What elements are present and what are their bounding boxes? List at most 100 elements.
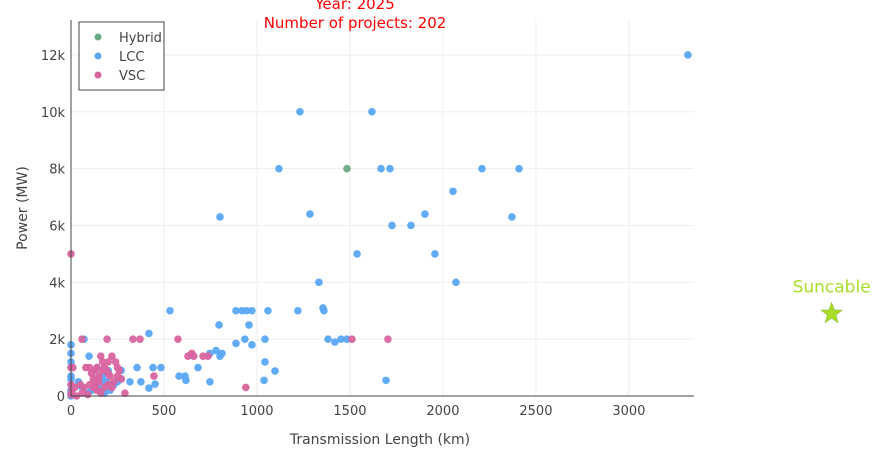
x-tick-label: 2500: [519, 404, 552, 419]
point-lcc[interactable]: [431, 250, 439, 258]
suncable-star-icon[interactable]: [820, 301, 843, 324]
point-vsc[interactable]: [95, 372, 103, 380]
legend-lcc-label[interactable]: LCC: [119, 50, 144, 65]
point-lcc[interactable]: [331, 338, 339, 346]
x-tick-label: 0: [67, 404, 75, 419]
y-tick-label: 4k: [49, 276, 65, 291]
point-vsc[interactable]: [108, 383, 116, 392]
x-axis-title: Transmission Length (km): [289, 432, 470, 448]
point-lcc[interactable]: [194, 363, 202, 372]
point-lcc[interactable]: [261, 358, 269, 366]
point-vsc[interactable]: [113, 372, 122, 380]
point-lcc[interactable]: [212, 346, 220, 355]
point-lcc[interactable]: [478, 164, 486, 173]
legend-lcc-marker: [94, 52, 102, 60]
x-tick-label: 2000: [426, 404, 459, 419]
point-vsc[interactable]: [108, 352, 116, 361]
point-lcc[interactable]: [85, 352, 93, 361]
point-lcc[interactable]: [126, 377, 134, 386]
point-lcc[interactable]: [294, 306, 302, 315]
point-lcc[interactable]: [232, 339, 240, 348]
point-vsc[interactable]: [98, 366, 107, 375]
point-lcc[interactable]: [306, 210, 314, 218]
y-axis-title: Power (MW): [15, 166, 31, 250]
point-vsc[interactable]: [121, 389, 129, 397]
y-tick-label: 6k: [49, 219, 65, 234]
point-vsc[interactable]: [150, 372, 158, 380]
point-lcc[interactable]: [149, 363, 157, 372]
legend-hybrid-label[interactable]: Hybrid: [119, 31, 162, 46]
y-tick-label: 10k: [41, 106, 66, 121]
point-lcc[interactable]: [166, 306, 174, 315]
point-vsc[interactable]: [204, 352, 212, 361]
point-lcc[interactable]: [368, 107, 376, 116]
point-lcc[interactable]: [508, 213, 516, 221]
point-lcc[interactable]: [216, 213, 224, 221]
point-lcc[interactable]: [232, 306, 240, 315]
point-vsc[interactable]: [174, 335, 182, 343]
point-hybrid[interactable]: [343, 164, 351, 173]
point-vsc[interactable]: [106, 372, 114, 380]
legend-vsc-marker: [94, 71, 102, 79]
point-lcc[interactable]: [175, 372, 183, 380]
legend-vsc-label[interactable]: VSC: [119, 69, 145, 84]
point-lcc[interactable]: [215, 321, 223, 329]
chart-title-year: Year: 2025: [314, 0, 395, 13]
point-vsc[interactable]: [129, 335, 137, 343]
point-lcc[interactable]: [377, 164, 385, 173]
point-lcc[interactable]: [145, 384, 153, 392]
point-lcc[interactable]: [275, 164, 283, 173]
point-lcc[interactable]: [242, 306, 251, 315]
point-lcc[interactable]: [260, 376, 268, 385]
legend: Hybrid LCC VSC: [78, 21, 165, 91]
point-lcc[interactable]: [296, 107, 304, 116]
point-lcc[interactable]: [137, 377, 145, 386]
x-tick-label: 3000: [612, 404, 645, 419]
point-lcc[interactable]: [337, 335, 345, 343]
suncable-label: Suncable: [793, 278, 871, 298]
point-lcc[interactable]: [241, 335, 249, 343]
point-lcc[interactable]: [248, 306, 256, 315]
point-vsc[interactable]: [136, 335, 144, 343]
point-vsc[interactable]: [348, 335, 356, 343]
point-lcc[interactable]: [245, 321, 253, 329]
point-lcc[interactable]: [388, 221, 396, 230]
point-lcc[interactable]: [353, 250, 361, 258]
point-lcc[interactable]: [248, 341, 256, 349]
x-tick-label: 1000: [240, 404, 273, 419]
point-vsc[interactable]: [242, 383, 250, 392]
point-lcc[interactable]: [320, 306, 328, 315]
chart-title-count: Number of projects: 202: [264, 14, 447, 32]
point-vsc[interactable]: [85, 380, 94, 389]
point-lcc[interactable]: [261, 335, 269, 343]
data-points: [67, 51, 692, 400]
point-lcc[interactable]: [684, 51, 692, 59]
point-lcc[interactable]: [324, 335, 332, 343]
point-lcc[interactable]: [407, 221, 415, 230]
point-vsc[interactable]: [189, 352, 198, 361]
point-lcc[interactable]: [452, 278, 460, 287]
point-vsc[interactable]: [96, 389, 105, 397]
point-lcc[interactable]: [382, 376, 390, 385]
point-vsc[interactable]: [104, 358, 112, 366]
point-vsc[interactable]: [95, 377, 103, 386]
point-lcc[interactable]: [151, 380, 159, 388]
point-vsc[interactable]: [103, 335, 111, 343]
point-lcc[interactable]: [271, 367, 279, 375]
point-lcc[interactable]: [157, 363, 165, 372]
point-vsc[interactable]: [78, 335, 86, 343]
point-lcc[interactable]: [145, 329, 153, 338]
point-lcc[interactable]: [182, 376, 190, 385]
point-vsc[interactable]: [69, 363, 77, 372]
point-lcc[interactable]: [264, 306, 272, 315]
point-lcc[interactable]: [449, 187, 457, 196]
point-lcc[interactable]: [133, 363, 141, 372]
point-lcc[interactable]: [218, 349, 226, 358]
point-lcc[interactable]: [515, 164, 523, 173]
point-lcc[interactable]: [206, 377, 214, 386]
point-lcc[interactable]: [421, 210, 429, 218]
point-lcc[interactable]: [386, 164, 394, 173]
point-vsc[interactable]: [384, 335, 392, 343]
point-lcc[interactable]: [315, 278, 323, 287]
